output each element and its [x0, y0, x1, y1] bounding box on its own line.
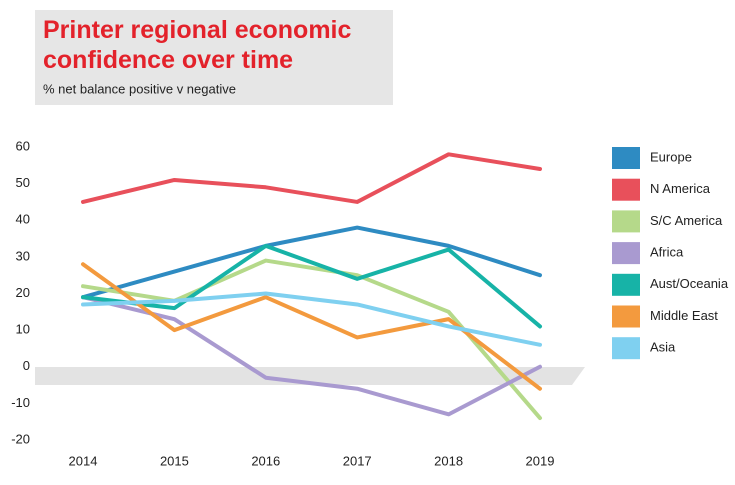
chart-title: Printer regional economic confidence ove…: [43, 16, 358, 74]
y-tick-label: 60: [16, 138, 30, 153]
y-tick-label: 30: [16, 248, 30, 263]
legend-swatch: [612, 273, 640, 296]
legend-label: Europe: [650, 149, 692, 164]
legend-label: Asia: [650, 340, 676, 355]
series-line: [81, 243, 542, 329]
y-tick-label: -10: [11, 395, 30, 410]
y-tick-label: -20: [11, 431, 30, 446]
legend-label: Africa: [650, 245, 684, 260]
legend-label: N America: [650, 181, 711, 196]
x-tick-label: 2019: [526, 453, 555, 468]
series-line: [81, 291, 542, 347]
series-line: [81, 258, 542, 421]
x-tick-label: 2017: [343, 453, 372, 468]
y-tick-label: 0: [23, 358, 30, 373]
legend-swatch: [612, 305, 640, 328]
legend-swatch: [612, 210, 640, 233]
x-tick-label: 2016: [251, 453, 280, 468]
chart-subtitle: % net balance positive v negative: [43, 81, 236, 96]
zero-band: [35, 367, 585, 385]
x-tick-label: 2014: [69, 453, 98, 468]
x-tick-label: 2018: [434, 453, 463, 468]
y-tick-label: 10: [16, 322, 30, 337]
y-tick-label: 40: [16, 212, 30, 227]
legend-swatch: [612, 337, 640, 360]
legend-swatch: [612, 147, 640, 169]
legend-swatch: [612, 178, 640, 201]
series-line: [81, 152, 542, 204]
legend-label: Aust/Oceania: [650, 276, 729, 291]
legend-label: Middle East: [650, 308, 718, 323]
y-tick-label: 50: [16, 175, 30, 190]
series-line: [81, 225, 542, 300]
series-line: [81, 295, 542, 417]
x-tick-label: 2015: [160, 453, 189, 468]
y-tick-label: 20: [16, 285, 30, 300]
legend-label: S/C America: [650, 213, 723, 228]
legend-swatch: [612, 242, 640, 265]
title-box: [35, 10, 393, 105]
